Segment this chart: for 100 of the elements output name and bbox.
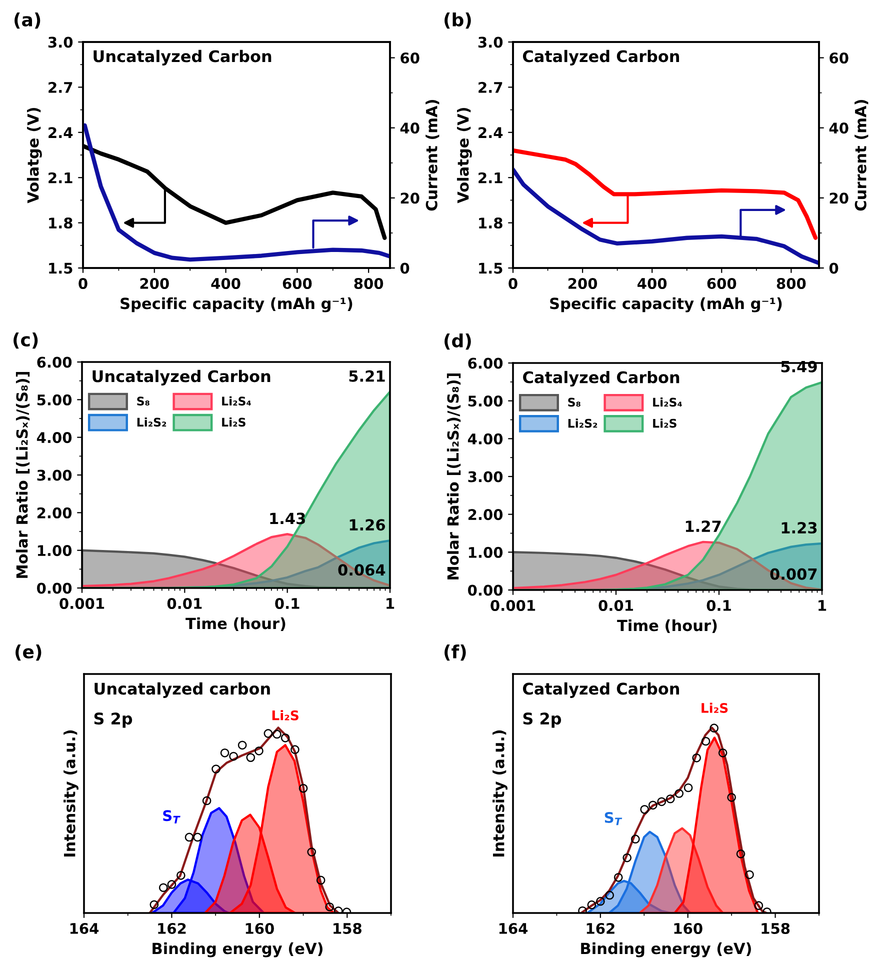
y2-tick-label: 0 <box>829 262 838 274</box>
y2-tick-label: 20 <box>830 192 848 204</box>
y-tick-label: 1.8 <box>49 218 72 229</box>
legend-label: S₈ <box>568 398 580 407</box>
y-tick-label: 0.00 <box>468 584 503 596</box>
y-tick-label: 1.5 <box>479 262 502 274</box>
y-tick-label: 1.5 <box>49 262 72 274</box>
y-tick-label: 6.00 <box>37 356 72 368</box>
chart-subtitle: S 2p <box>523 712 562 728</box>
x-tick-label: 160 <box>674 922 702 934</box>
y-axis-title: Intensity (a.u.) <box>64 730 78 856</box>
x-axis-title: Binding energy (eV) <box>152 942 322 958</box>
y-tick-label: 3.00 <box>468 471 503 482</box>
x-tick-label: 0.001 <box>60 598 104 610</box>
x-axis-title: Specific capacity (mAh g⁻¹) <box>120 297 352 312</box>
legend-label: Li₂S₄ <box>222 396 251 406</box>
x-tick-label: 0.001 <box>490 600 536 612</box>
annotation: 0.007 <box>770 568 817 580</box>
annotation: 1.27 <box>686 520 721 532</box>
x-tick-label: 164 <box>70 922 99 934</box>
x-tick-label: 164 <box>499 922 528 934</box>
text: (a) <box>14 12 40 29</box>
x-tick-label: 600 <box>707 278 736 290</box>
text: (b) <box>444 12 471 29</box>
legend-label: Li₂S₂ <box>137 417 166 427</box>
annotation: 1.26 <box>350 519 386 531</box>
x-axis-title: Specific capacity (mAh g⁻¹) <box>550 297 782 312</box>
chart-title: Uncatalyzed Carbon <box>92 370 270 386</box>
text: (e) <box>16 644 42 661</box>
y2-tick-label: 40 <box>829 122 848 134</box>
y-tick-label: 2.1 <box>48 172 72 184</box>
x-tick-label: 0 <box>508 278 518 290</box>
text: (c) <box>14 332 38 349</box>
chart-title: Catalyzed Carbon <box>522 682 680 698</box>
annotation: 5.21 <box>349 370 385 382</box>
y-tick-label: 2.00 <box>37 507 72 518</box>
x-tick-label: 800 <box>354 278 384 290</box>
y-tick-label: 2.7 <box>48 82 72 93</box>
y-tick-label: 5.00 <box>468 396 503 407</box>
x-tick-label: 0.1 <box>706 600 731 612</box>
text: Li₂S <box>272 710 298 720</box>
x-tick-label: 1 <box>818 600 826 611</box>
x-tick-label: 0.01 <box>167 598 202 610</box>
chart-title: Uncatalyzed Carbon <box>94 50 272 66</box>
y2-tick-label: 40 <box>400 122 420 134</box>
y-tick-label: 2.00 <box>468 509 503 520</box>
x-tick-label: 0.01 <box>598 600 633 612</box>
chart-title: Uncatalyzed carbon <box>94 682 270 698</box>
series-label: S$_{T}$ <box>604 812 622 826</box>
series-label: S$_{T}$ <box>163 810 180 824</box>
x-tick-label: 162 <box>586 922 614 934</box>
y-axis-title: Volatge (V) <box>26 108 42 204</box>
x-tick-label: 400 <box>638 278 667 290</box>
x-tick-label: 158 <box>762 922 790 934</box>
y-axis-title: Volatge (V) <box>456 108 472 204</box>
legend-label: Li₂S <box>653 418 676 428</box>
y2-axis-title: Current (mA) <box>426 100 440 211</box>
x-axis-title: Time (hour) <box>186 617 286 632</box>
legend-label: S₈ <box>137 396 150 406</box>
chart-subtitle: S 2p <box>94 712 132 728</box>
y2-axis-title: Current (mA) <box>854 100 868 211</box>
y-tick-label: 2.4 <box>478 127 503 138</box>
x-tick-label: 200 <box>568 278 598 290</box>
annotation: 0.064 <box>338 564 386 576</box>
y-tick-label: 2.4 <box>48 127 73 138</box>
y-axis-title: Molar Ratio [(Li₂Sₓ)/(S₈)] <box>16 372 30 578</box>
y-axis-title: Molar Ratio [(Li₂Sₓ)/(S₈)] <box>446 373 461 580</box>
x-tick-label: 0 <box>78 278 88 290</box>
x-tick-label: 600 <box>282 278 312 290</box>
text: Li₂S <box>702 702 728 713</box>
y-axis-title: Intensity (a.u.) <box>492 730 508 856</box>
x-tick-label: 800 <box>776 278 806 290</box>
y-tick-label: 1.00 <box>468 546 503 558</box>
x-axis-title: Binding energy (eV) <box>581 942 751 958</box>
y-tick-label: 6.00 <box>468 358 503 369</box>
legend-label: Li₂S <box>222 417 246 427</box>
x-tick-label: 160 <box>246 922 274 934</box>
text: (f) <box>444 644 466 661</box>
x-tick-label: 162 <box>158 922 186 934</box>
y2-tick-label: 0 <box>400 262 410 274</box>
chart-title: Catalyzed Carbon <box>523 370 680 387</box>
x-tick-label: 0.1 <box>275 598 300 610</box>
annotation: 1.23 <box>782 522 817 534</box>
chart-title: Catalyzed Carbon <box>522 50 680 66</box>
y-tick-label: 5.00 <box>37 394 72 406</box>
y-tick-label: 3.0 <box>478 36 503 48</box>
y-tick-label: 3.00 <box>37 470 72 481</box>
y-tick-label: 2.1 <box>478 172 502 184</box>
y2-tick-label: 60 <box>830 52 848 64</box>
x-tick-label: 200 <box>140 278 169 290</box>
y-tick-label: 3.0 <box>48 36 73 48</box>
x-tick-label: 1 <box>386 598 394 609</box>
y2-tick-label: 60 <box>400 52 420 64</box>
y-tick-label: 4.00 <box>468 433 503 444</box>
text: (d) <box>444 334 471 350</box>
y-tick-label: 1.8 <box>479 218 502 229</box>
x-axis-title: Time (hour) <box>617 619 717 634</box>
x-tick-label: 400 <box>211 278 240 290</box>
y-tick-label: 2.7 <box>478 82 502 93</box>
y-tick-label: 0.00 <box>36 582 72 594</box>
